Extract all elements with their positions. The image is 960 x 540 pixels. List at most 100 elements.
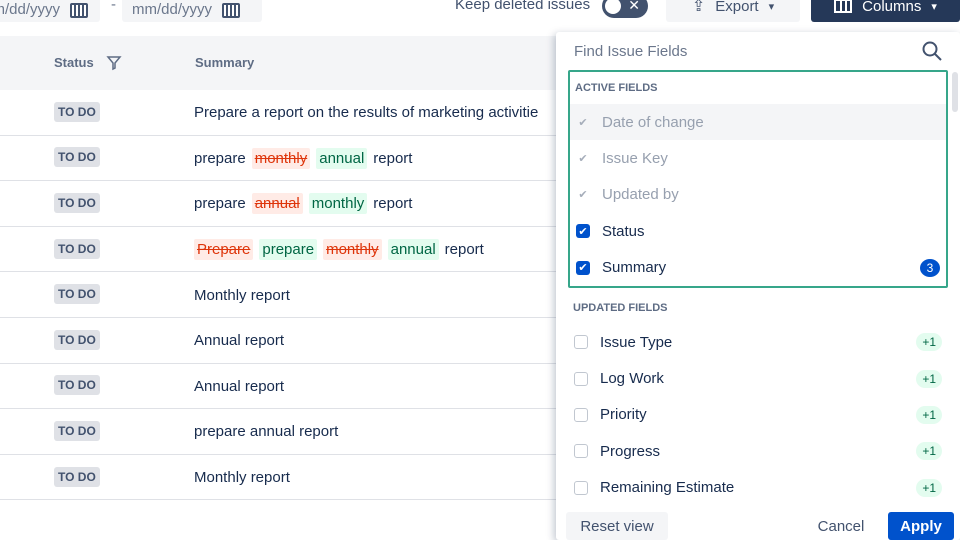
field-option: ✔ Issue Key (570, 140, 946, 176)
checkbox[interactable]: ✔ (576, 260, 590, 275)
filter-icon[interactable] (106, 55, 122, 71)
date-from[interactable]: mm/dd/yyyy (0, 0, 100, 22)
field-option[interactable]: Issue Type +1 (568, 324, 948, 360)
field-sections: ACTIVE FIELDS ✔ Date of change ✔ Issue Key ✔ U… (556, 70, 960, 506)
summary-plain: Annual report (194, 377, 285, 395)
checkbox: ✔ (578, 153, 588, 166)
field-option[interactable]: Progress +1 (568, 433, 948, 469)
search-placeholder: Find Issue Fields (574, 42, 688, 60)
summary-plain: prepare (194, 195, 246, 213)
date-separator: - (111, 0, 116, 13)
status-lozenge: TO DO (54, 284, 100, 305)
status-lozenge: TO DO (54, 375, 100, 396)
summary-plain: Monthly report (194, 469, 290, 487)
summary-plain: prepare annual report (194, 423, 339, 441)
table-row[interactable]: TO DO Annual report (0, 364, 556, 410)
section-title: UPDATED FIELDS (573, 301, 668, 314)
summary-removed: monthly (323, 239, 382, 261)
status-lozenge: TO DO (54, 329, 100, 350)
apply-button[interactable]: Apply (888, 512, 954, 540)
summary-removed: monthly (251, 147, 311, 169)
summary-added: annual (387, 239, 439, 261)
change-badge: +1 (916, 478, 942, 497)
table-row[interactable]: TO DO Annual report (0, 318, 556, 364)
status-lozenge: TO DO (54, 192, 100, 213)
table-row[interactable]: TO DO Prepare a report on the results of … (0, 90, 556, 136)
table-row[interactable]: TO DO Monthly report (0, 455, 556, 501)
columns-text: Columns (862, 0, 922, 15)
summary-cell: Prepare prepare monthly annual report (194, 238, 484, 262)
field-label: Date of change (602, 113, 704, 131)
summary-cell: Monthly report (194, 466, 290, 490)
checkbox[interactable] (574, 480, 588, 495)
summary-cell: prepare monthly annual report (194, 146, 412, 170)
checkbox[interactable] (574, 407, 588, 422)
field-label: Summary (602, 259, 667, 277)
columns-panel: Find Issue Fields ACTIVE FIELDS ✔ Date of … (556, 32, 960, 540)
status-lozenge: TO DO (54, 466, 100, 487)
column-header[interactable]: Status (54, 55, 94, 70)
checkbox[interactable] (574, 371, 588, 386)
field-label: Issue Type (600, 333, 673, 351)
table-row[interactable]: TO DO Monthly report (0, 272, 556, 318)
summary-plain: report (444, 241, 484, 259)
checkbox[interactable] (574, 335, 588, 350)
toggle-knob (605, 0, 621, 14)
cancel-button[interactable]: Cancel (817, 517, 865, 535)
table-row[interactable]: TO DO prepare annual report (0, 409, 556, 455)
change-badge: +1 (916, 333, 942, 352)
search-icon[interactable] (922, 41, 942, 61)
date-from-text: mm/dd/yyyy (0, 1, 61, 18)
keep-deleted-label: Keep deleted issues (455, 0, 591, 13)
summary-plain: prepare (194, 149, 246, 167)
calendar-icon[interactable] (222, 3, 241, 18)
change-badge: +1 (916, 369, 942, 388)
checkbox: ✔ (578, 116, 588, 129)
field-option[interactable]: Log Work +1 (568, 360, 948, 396)
chevron: ▾ (768, 0, 775, 13)
field-option[interactable]: ✔ Summary 3 (570, 250, 946, 286)
summary-removed: Prepare (194, 239, 254, 261)
column-header[interactable]: Summary (195, 55, 255, 70)
field-option: ✔ Date of change (570, 104, 946, 141)
export-icon: ⇪ (691, 0, 706, 15)
status-lozenge: TO DO (54, 147, 100, 168)
field-label: Priority (600, 406, 647, 424)
summary-cell: Prepare a report on the results of marke… (194, 101, 538, 125)
calendar-icon[interactable] (70, 3, 89, 18)
summary-plain: Monthly report (194, 286, 290, 304)
summary-removed: annual (251, 193, 303, 215)
keep-deleted-toggle[interactable]: ✕ (602, 0, 648, 18)
export-button[interactable]: ⇪ Export ▾ (666, 0, 800, 22)
table-row[interactable]: TO DO prepare annual monthly report (0, 181, 556, 227)
field-option[interactable]: ✔ Status (570, 213, 946, 249)
toggle-x-icon: ✕ (628, 0, 640, 13)
status-lozenge: TO DO (54, 238, 100, 259)
date-to[interactable]: mm/dd/yyyy (122, 0, 262, 22)
field-option[interactable]: Priority +1 (568, 397, 948, 433)
summary-plain: Annual report (194, 332, 285, 350)
table-row[interactable]: TO DO prepare monthly annual report (0, 136, 556, 182)
summary-plain: report (373, 149, 413, 167)
table-row[interactable]: TO DO Prepare prepare monthly annual report (0, 227, 556, 273)
field-section: UPDATED FIELDS Issue Type +1 Log Work +1 Prio… (568, 292, 948, 506)
scrollbar[interactable] (952, 72, 958, 112)
field-section: ACTIVE FIELDS ✔ Date of change ✔ Issue Key ✔ U… (568, 70, 948, 288)
checkbox[interactable] (574, 444, 588, 459)
reset-button[interactable]: Reset view (566, 512, 668, 540)
field-label: Remaining Estimate (600, 479, 735, 497)
status-lozenge: TO DO (54, 420, 100, 441)
field-label: Progress (600, 442, 661, 460)
field-option: ✔ Updated by (570, 177, 946, 213)
summary-cell: Monthly report (194, 283, 290, 307)
columns-button[interactable]: Columns ▾ (811, 0, 960, 22)
export-text: Export (715, 0, 759, 15)
summary-cell: prepare annual monthly report (194, 192, 412, 216)
field-label: Status (602, 222, 645, 240)
table-header (0, 36, 556, 90)
search-field[interactable]: Find Issue Fields (556, 32, 960, 70)
field-label: Updated by (602, 186, 679, 204)
checkbox[interactable]: ✔ (576, 224, 590, 239)
field-option[interactable]: Remaining Estimate +1 (568, 470, 948, 506)
change-badge: +1 (916, 405, 942, 424)
